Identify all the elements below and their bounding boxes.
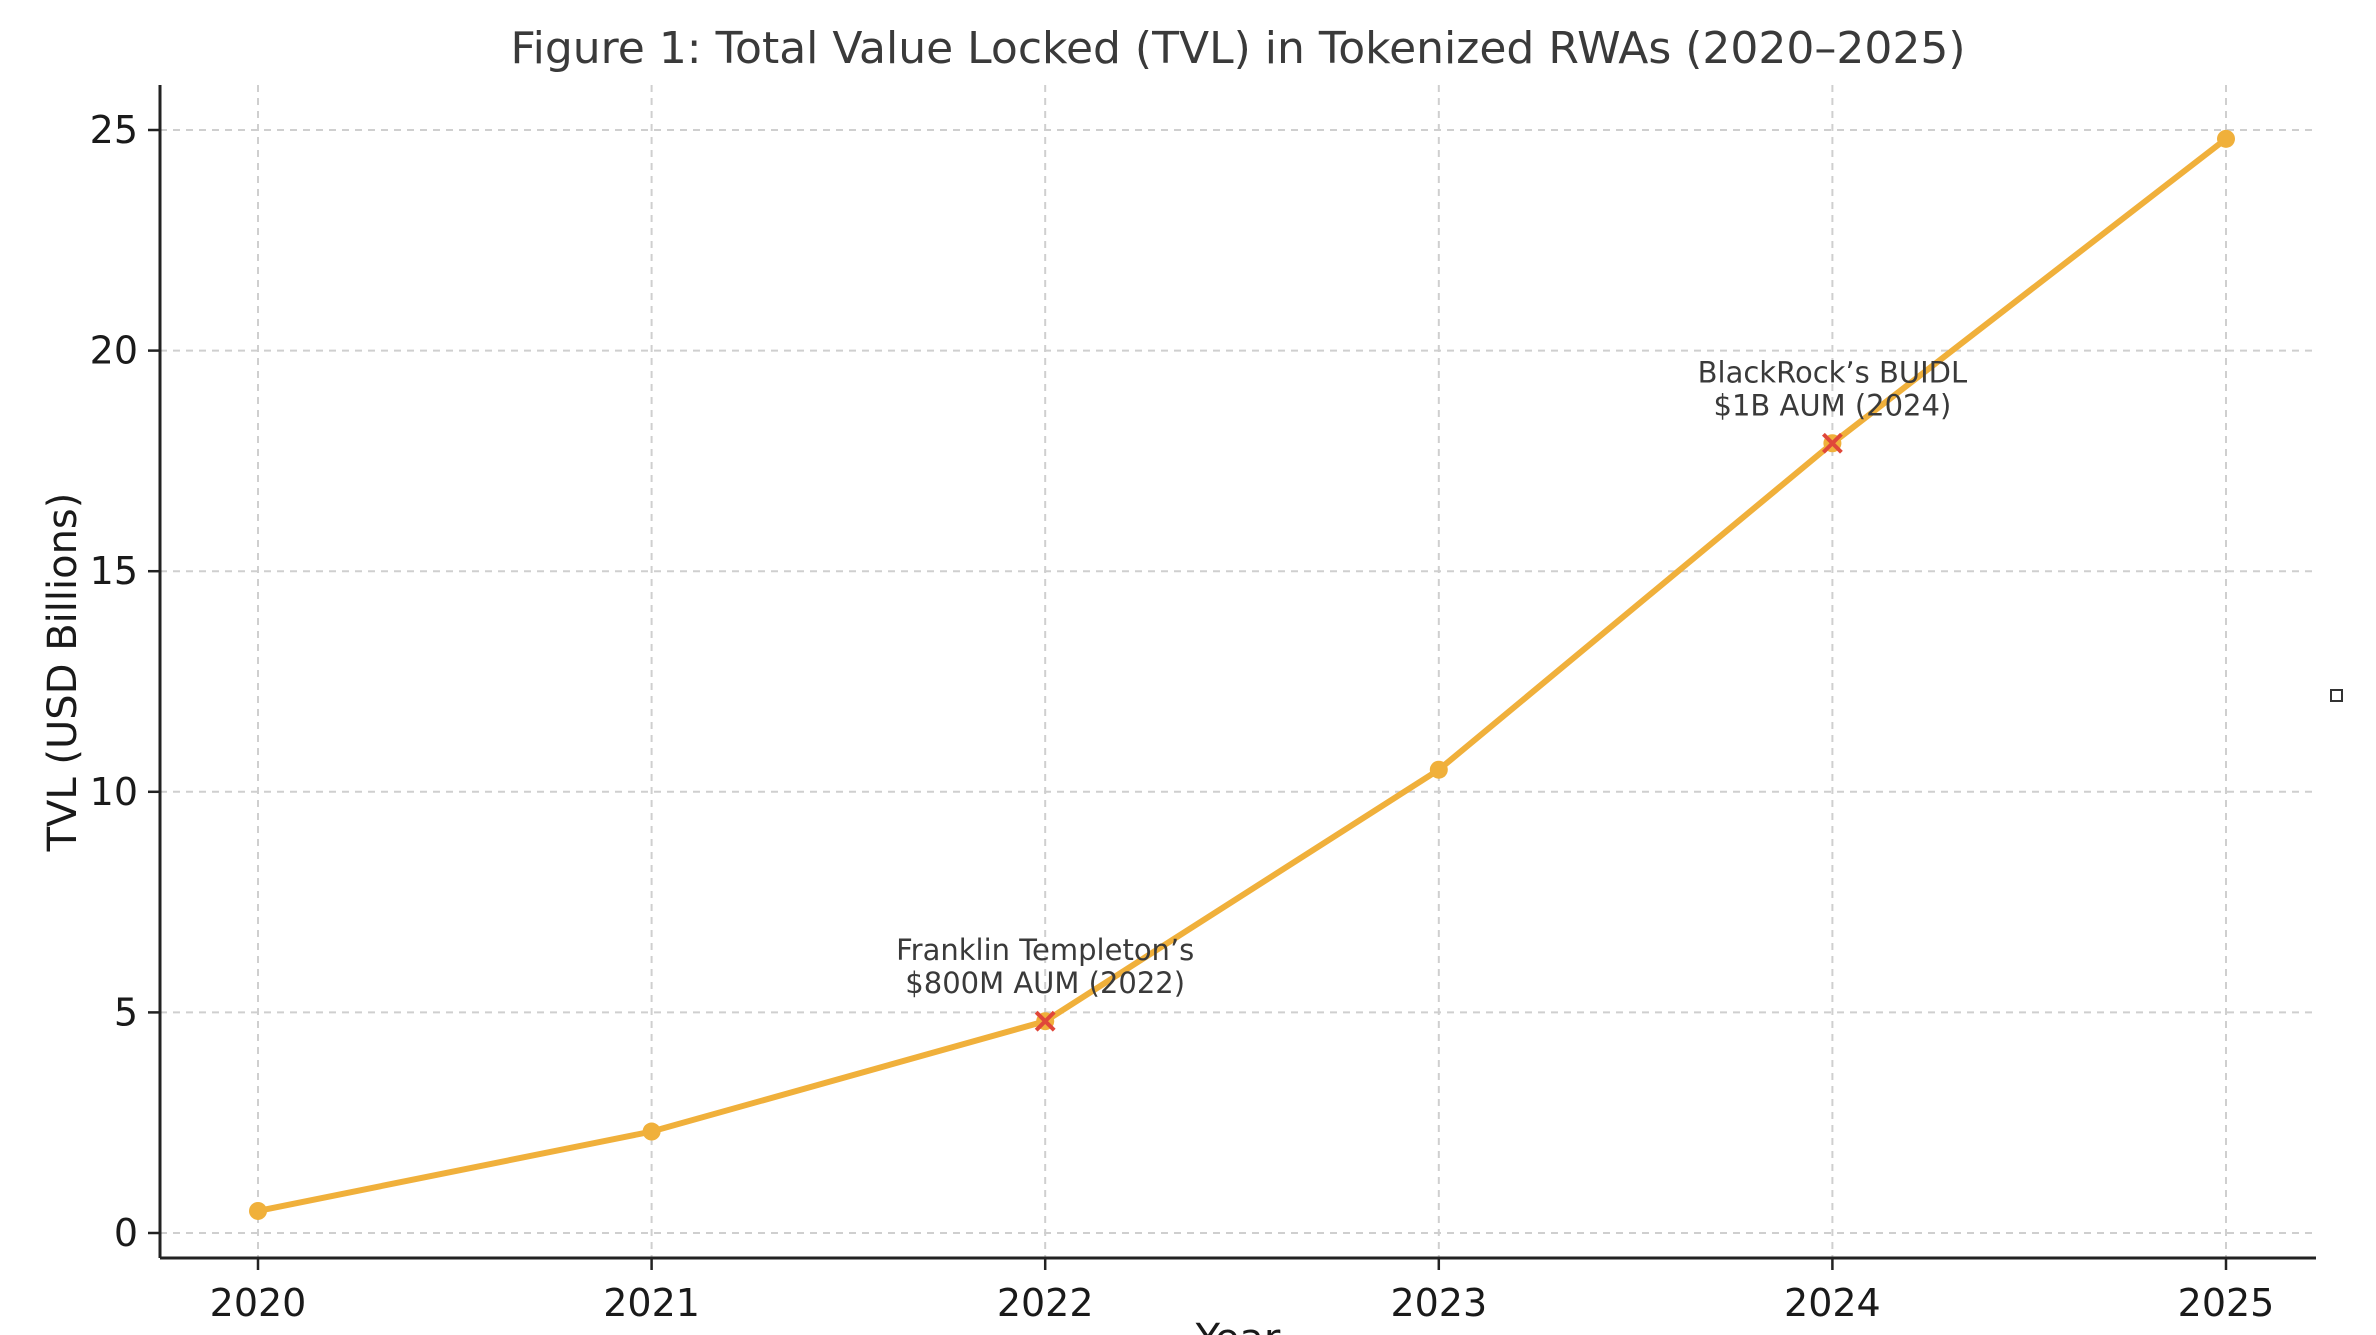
- annotation-2022: Franklin Templeton’s$800M AUM (2022): [896, 933, 1194, 1032]
- y-tick-label: 10: [90, 770, 138, 814]
- grid-lines: [160, 85, 2316, 1258]
- y-axis-label: TVL (USD Billions): [40, 493, 86, 853]
- y-tick-label: 5: [114, 990, 138, 1034]
- annotation-text: $800M AUM (2022): [905, 966, 1185, 1000]
- x-tick-label: 2021: [603, 1281, 700, 1325]
- stray-square-marker: [2330, 689, 2343, 702]
- y-tick-label: 20: [90, 329, 138, 373]
- tvl-data-point-2020: [249, 1201, 267, 1220]
- y-tick-label: 15: [90, 549, 138, 593]
- series-layer: [249, 129, 2235, 1220]
- y-tick-label: 0: [114, 1211, 138, 1255]
- annotation-text: BlackRock’s BUIDL: [1698, 355, 1968, 389]
- x-axis-label: Year: [1195, 1316, 1281, 1335]
- annotation-2024: BlackRock’s BUIDL$1B AUM (2024): [1698, 355, 1968, 454]
- x-tick-label: 2020: [210, 1281, 307, 1325]
- annotation-marker: [1034, 1010, 1056, 1032]
- annotation-text: Franklin Templeton’s: [896, 933, 1194, 967]
- annotation-marker: [1821, 432, 1843, 454]
- tvl-data-point-2021: [642, 1122, 661, 1141]
- chart-title: Figure 1: Total Value Locked (TVL) in To…: [510, 23, 1965, 74]
- x-tick-label: 2023: [1390, 1281, 1487, 1325]
- x-tick-label: 2022: [997, 1281, 1094, 1325]
- x-tick-label: 2025: [2178, 1281, 2275, 1325]
- x-tick-label: 2024: [1784, 1281, 1881, 1325]
- axes-spines: [158, 85, 2316, 1260]
- tvl-data-point-2025: [2217, 129, 2235, 148]
- annotation-text: $1B AUM (2024): [1714, 388, 1952, 422]
- annotation-layer: Franklin Templeton’s$800M AUM (2022) Blac…: [896, 355, 1968, 1032]
- tvl-series-line: [255, 135, 2229, 1214]
- tvl-data-point-2023: [1429, 760, 1448, 779]
- y-tick-label: 25: [90, 108, 138, 152]
